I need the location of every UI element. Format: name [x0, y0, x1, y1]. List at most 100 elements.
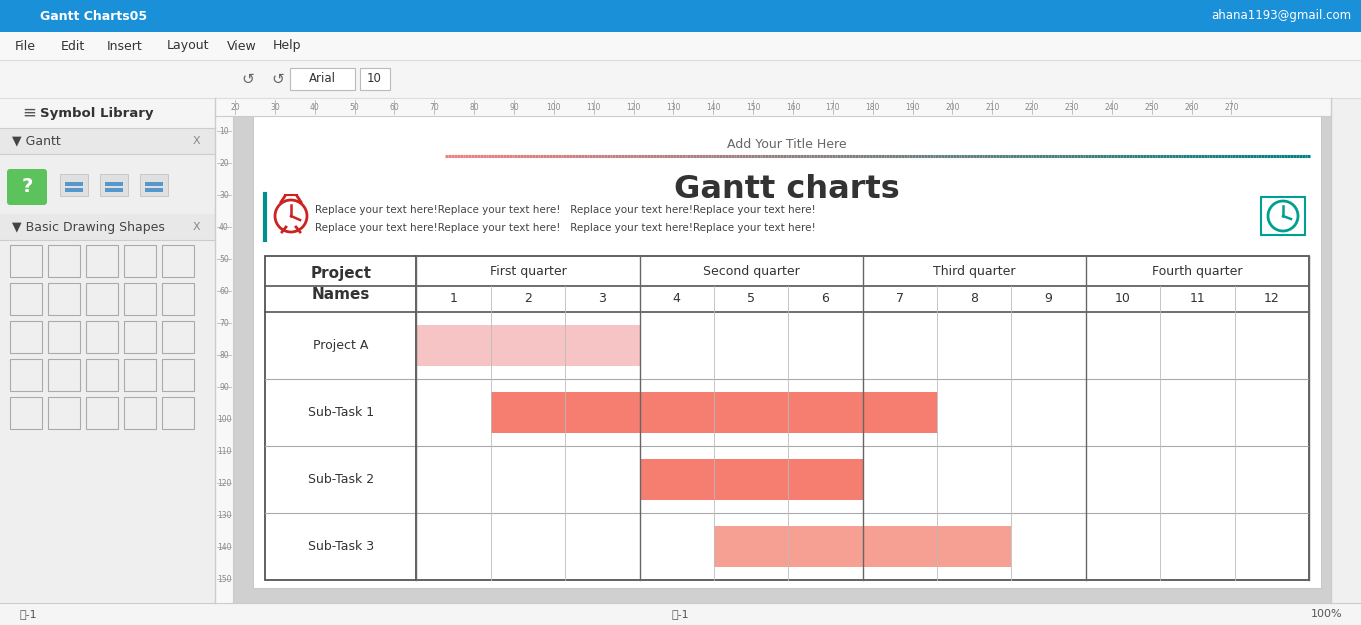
Text: 2: 2: [524, 292, 532, 306]
Text: 90: 90: [509, 102, 519, 111]
Text: 120: 120: [216, 479, 231, 488]
Bar: [86, 321, 118, 353]
Bar: [124, 321, 157, 353]
Bar: [124, 283, 157, 315]
Text: 50: 50: [350, 102, 359, 111]
Text: 100: 100: [547, 102, 561, 111]
Bar: [48, 397, 80, 429]
Bar: [48, 359, 80, 391]
Text: Gantt charts: Gantt charts: [674, 174, 900, 205]
Bar: [65, 182, 83, 186]
Text: 210: 210: [985, 102, 999, 111]
Bar: [0, 98, 215, 128]
Text: 8: 8: [970, 292, 979, 306]
Text: 70: 70: [219, 319, 229, 328]
Bar: [0, 98, 215, 603]
Text: 140: 140: [706, 102, 720, 111]
Text: 页-1: 页-1: [671, 609, 689, 619]
Text: Gantt Charts05: Gantt Charts05: [39, 9, 147, 22]
Bar: [215, 116, 233, 603]
Text: 7: 7: [896, 292, 904, 306]
Bar: [48, 321, 80, 353]
Bar: [60, 174, 88, 196]
Text: Arial: Arial: [309, 72, 336, 86]
Text: Second quarter: Second quarter: [702, 264, 799, 278]
Text: 4: 4: [672, 292, 680, 306]
Text: 220: 220: [1025, 102, 1040, 111]
Text: 40: 40: [310, 102, 320, 111]
Bar: [99, 174, 128, 196]
Bar: [10, 283, 42, 315]
Bar: [146, 188, 163, 192]
Bar: [0, 32, 1361, 60]
Text: ▼ Gantt: ▼ Gantt: [12, 134, 61, 148]
Text: ▼ Basic Drawing Shapes: ▼ Basic Drawing Shapes: [12, 221, 165, 234]
Text: Add Your Title Here: Add Your Title Here: [727, 138, 847, 151]
Bar: [10, 397, 42, 429]
Bar: [140, 174, 167, 196]
Bar: [0, 214, 215, 240]
Bar: [0, 60, 1361, 98]
Bar: [162, 283, 195, 315]
Text: 30: 30: [269, 102, 280, 111]
Text: 页-1: 页-1: [20, 609, 38, 619]
Bar: [215, 98, 1331, 116]
Text: Replace your text here!Replace your text here!   Replace your text here!Replace : Replace your text here!Replace your text…: [314, 205, 815, 215]
Bar: [10, 245, 42, 277]
Text: 1: 1: [449, 292, 457, 306]
Text: ↺: ↺: [242, 71, 255, 86]
Bar: [0, 128, 215, 154]
Text: 110: 110: [216, 446, 231, 456]
Bar: [0, 603, 1361, 625]
FancyBboxPatch shape: [7, 169, 48, 205]
Text: View: View: [227, 39, 257, 52]
Text: Third quarter: Third quarter: [934, 264, 1015, 278]
Text: 50: 50: [219, 254, 229, 264]
Text: 170: 170: [826, 102, 840, 111]
Bar: [491, 392, 938, 432]
Bar: [86, 283, 118, 315]
Text: 160: 160: [785, 102, 800, 111]
Text: 60: 60: [389, 102, 399, 111]
Bar: [124, 359, 157, 391]
Text: 230: 230: [1064, 102, 1079, 111]
Text: 130: 130: [666, 102, 680, 111]
Text: X: X: [192, 222, 200, 232]
Text: 90: 90: [219, 382, 229, 391]
Bar: [1262, 197, 1305, 235]
Text: 5: 5: [747, 292, 755, 306]
Bar: [162, 245, 195, 277]
Text: 70: 70: [430, 102, 440, 111]
Text: 200: 200: [945, 102, 960, 111]
Text: Symbol Library: Symbol Library: [39, 106, 154, 119]
Text: 10: 10: [219, 126, 229, 136]
Text: Help: Help: [274, 39, 302, 52]
Text: 60: 60: [219, 286, 229, 296]
Text: 20: 20: [230, 102, 240, 111]
Text: 130: 130: [216, 511, 231, 519]
Text: 150: 150: [216, 574, 231, 584]
Text: ahana1193@gmail.com: ahana1193@gmail.com: [1211, 9, 1351, 22]
Text: Project A: Project A: [313, 339, 369, 352]
Text: 190: 190: [905, 102, 920, 111]
Bar: [86, 359, 118, 391]
Bar: [10, 321, 42, 353]
Bar: [10, 359, 42, 391]
Text: 180: 180: [866, 102, 881, 111]
Bar: [48, 283, 80, 315]
Text: 10: 10: [366, 72, 381, 86]
Text: 40: 40: [219, 222, 229, 231]
Text: 9: 9: [1045, 292, 1052, 306]
Text: 12: 12: [1264, 292, 1279, 306]
Text: Sub-Task 1: Sub-Task 1: [308, 406, 374, 419]
Text: Sub-Task 3: Sub-Task 3: [308, 540, 374, 553]
Text: ↺: ↺: [272, 71, 284, 86]
Text: 30: 30: [219, 191, 229, 199]
Text: X: X: [192, 136, 200, 146]
Bar: [215, 98, 1331, 603]
Bar: [361, 68, 391, 90]
Text: Edit: Edit: [61, 39, 86, 52]
Text: First quarter: First quarter: [490, 264, 566, 278]
Bar: [162, 321, 195, 353]
Text: 140: 140: [216, 542, 231, 551]
